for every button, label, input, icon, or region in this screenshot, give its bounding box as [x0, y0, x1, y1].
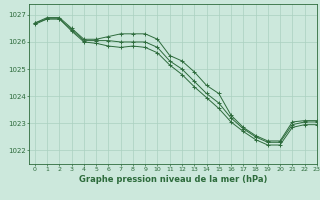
X-axis label: Graphe pression niveau de la mer (hPa): Graphe pression niveau de la mer (hPa) — [79, 175, 267, 184]
